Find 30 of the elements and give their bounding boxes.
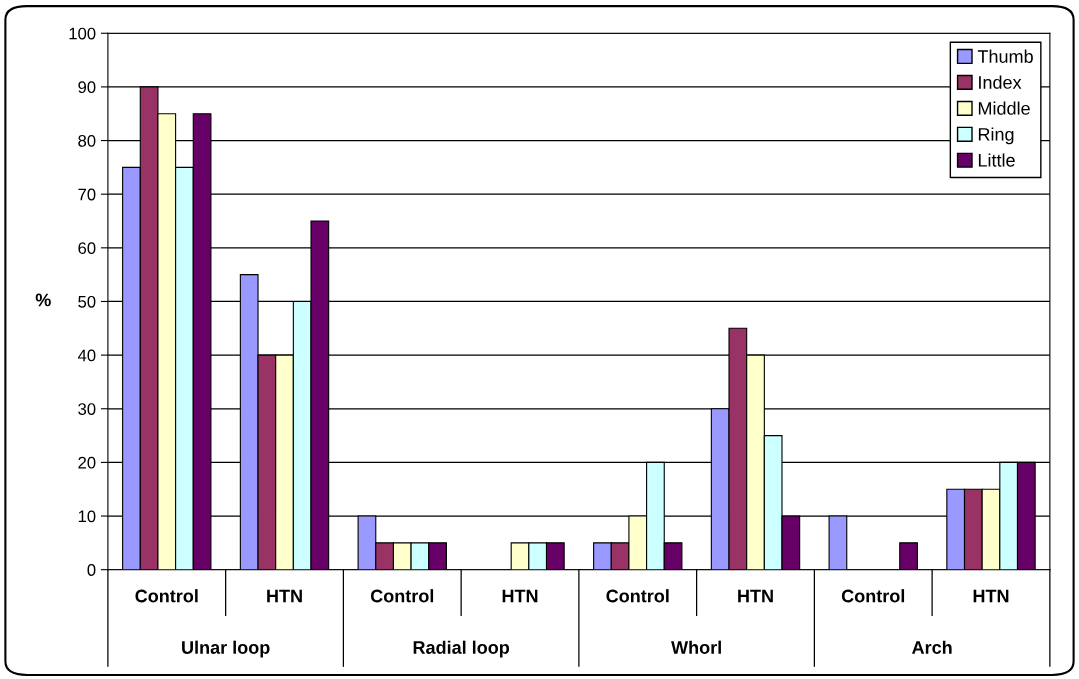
- x-tick-label: HTN: [502, 589, 538, 603]
- y-tick-label: 30: [78, 403, 96, 415]
- y-tick-label: 50: [78, 295, 96, 308]
- x-tick-label: HTN: [973, 589, 1009, 603]
- y-tick-label: 100: [69, 27, 96, 40]
- x-tick-label: HTN: [738, 589, 773, 603]
- x-tick-label: Control: [135, 589, 198, 603]
- legend-label: Little: [978, 153, 1015, 167]
- x-tick-label: Control: [606, 589, 669, 603]
- x-tick-label: HTN: [267, 589, 302, 603]
- legend-label: Ring: [978, 127, 1014, 145]
- x-tick-label: Control: [370, 589, 434, 603]
- text: Radial loop: [413, 640, 510, 658]
- text: Arch: [912, 640, 952, 654]
- legend-label: Thumb: [977, 49, 1033, 63]
- legend-label: Index: [979, 75, 1022, 89]
- legend-label: Middle: [978, 101, 1030, 115]
- y-tick-label: 40: [77, 349, 96, 362]
- y-tick-label: 10: [78, 510, 96, 523]
- y-tick-label: 60: [78, 242, 96, 255]
- y-tick-label: 90: [78, 81, 96, 94]
- y-tick-label: 0: [87, 564, 96, 576]
- y-axis-title: %: [35, 293, 51, 307]
- text: Ulnar loop: [182, 640, 270, 658]
- y-tick-label: 80: [78, 134, 96, 147]
- y-tick-label: 70: [78, 188, 96, 201]
- x-tick-label: Control: [841, 589, 905, 603]
- bar: [899, 542, 918, 570]
- text: Whorl: [671, 640, 721, 654]
- y-tick-label: 20: [78, 456, 96, 469]
